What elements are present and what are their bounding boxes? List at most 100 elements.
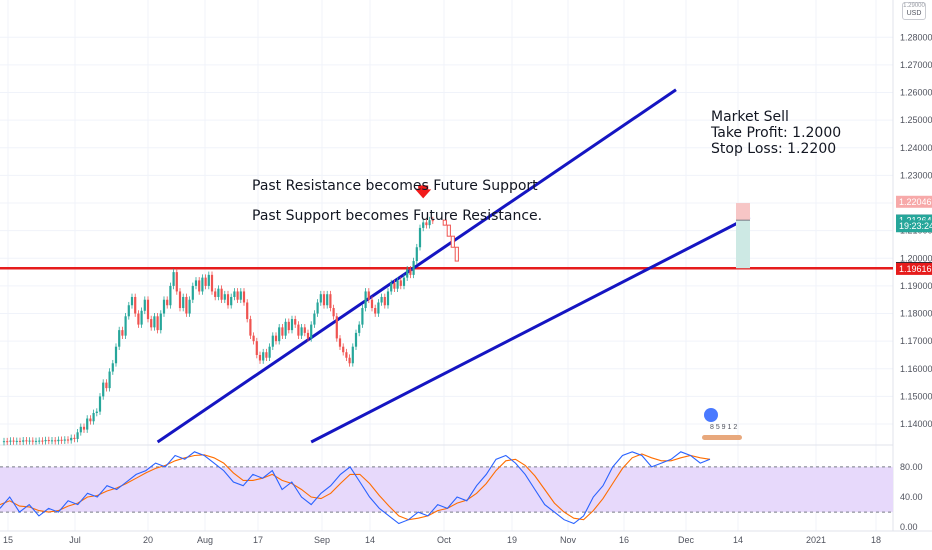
candle-body	[354, 332, 358, 347]
candle-body	[156, 316, 159, 331]
time-tick-label: 18	[871, 535, 881, 545]
price-label-text: 19:23:24	[899, 221, 932, 231]
time-tick-label: 17	[253, 535, 263, 545]
take-profit-zone	[736, 220, 750, 269]
candle-body	[166, 299, 169, 306]
candle-body	[425, 222, 428, 226]
time-tick-label: 2021	[806, 535, 826, 545]
candle-body	[383, 296, 386, 306]
candle-body	[188, 299, 191, 314]
price-tick-label: 1.24000	[900, 143, 932, 153]
candle-body	[431, 220, 434, 222]
sell-arrow-icon	[415, 185, 432, 199]
oscillator-band	[0, 466, 893, 513]
candle-body	[130, 296, 134, 306]
candle-body	[415, 247, 418, 262]
candle-body	[242, 291, 246, 303]
price-tick-label: 1.25000	[900, 115, 932, 125]
candle-body	[169, 285, 172, 306]
currency-top: 1.29000	[903, 3, 925, 9]
candle-body	[361, 308, 364, 325]
trade-direction: Market Sell	[711, 109, 789, 125]
candle-body	[108, 371, 111, 389]
watermark-bar	[702, 435, 742, 440]
stop-loss-text: Stop Loss: 1.2200	[711, 141, 837, 157]
projection-candle	[446, 224, 451, 237]
candle-body	[89, 418, 92, 422]
price-tick-label: 1.14000	[900, 419, 932, 429]
candle-body	[268, 346, 271, 358]
oscillator-tick-label: 40.00	[900, 492, 923, 502]
candle-body	[220, 288, 223, 300]
time-tick-label: Jul	[69, 535, 81, 545]
candle-body	[412, 261, 415, 275]
candle-body	[162, 299, 166, 314]
candle-body	[370, 299, 374, 309]
candle-body	[172, 272, 175, 286]
candle-body	[306, 332, 310, 339]
candle-body	[338, 338, 342, 347]
price-label-box	[896, 220, 932, 233]
candle-body	[127, 305, 130, 317]
candle-body	[50, 440, 54, 442]
grid	[0, 0, 932, 532]
candle-body	[38, 440, 41, 442]
candle-body	[54, 440, 57, 442]
candle-body	[124, 316, 127, 336]
candle-body	[178, 291, 182, 309]
candle-body	[60, 439, 63, 441]
candle-body	[390, 283, 393, 292]
candle-body	[204, 277, 207, 286]
candle-body	[252, 335, 255, 342]
candle-body	[140, 310, 143, 325]
candle-body	[342, 346, 345, 353]
price-labels: 1.220461.213801.2136419:23:241.196461.19…	[896, 195, 932, 275]
candle-body	[146, 299, 150, 320]
candle-body	[326, 294, 329, 306]
time-axis[interactable]: 15 Jul 20 Aug 17 Sep 14 Oct 19 Nov 16 Dec 14 2021 18	[3, 535, 881, 545]
candle-body	[153, 316, 156, 328]
candle-body	[230, 296, 233, 306]
candle-body	[194, 280, 198, 286]
candle-body	[105, 382, 108, 389]
price-tick-label: 1.26000	[900, 88, 932, 98]
candle-body	[380, 296, 383, 303]
candle-body	[335, 316, 338, 339]
trade-overlay	[415, 185, 750, 269]
price-label-box	[896, 262, 932, 275]
currency-badge[interactable]: 1.29000 USD	[902, 2, 926, 20]
price-tick-label: 1.19000	[900, 281, 932, 291]
time-tick-label: Oct	[437, 535, 452, 545]
take-profit-text: Take Profit: 1.2000	[711, 125, 842, 141]
time-tick-label: 14	[733, 535, 743, 545]
candle-body	[66, 439, 70, 441]
time-tick-label: Aug	[197, 535, 213, 545]
candle-body	[236, 291, 239, 300]
oscillator-pane	[0, 451, 893, 525]
candle-body	[28, 440, 31, 442]
candle-body	[114, 346, 118, 364]
candle-body	[18, 440, 22, 442]
price-tick-label: 1.18000	[900, 309, 932, 319]
watermark-circle	[704, 408, 718, 422]
projection-candle	[450, 235, 455, 248]
candle-body	[364, 291, 367, 309]
candle-body	[150, 319, 153, 328]
candle-body	[271, 335, 274, 347]
candle-body	[233, 291, 236, 297]
time-tick-label: Dec	[678, 535, 695, 545]
candle-body	[374, 308, 377, 314]
candle-body	[182, 296, 185, 309]
candle-body	[98, 396, 102, 412]
price-tick-label: 1.17000	[900, 336, 932, 346]
candle-body	[118, 330, 121, 347]
candle-body	[95, 411, 98, 413]
candle-body	[201, 277, 204, 292]
candle-body	[329, 294, 332, 309]
candle-body	[25, 440, 28, 442]
candle-body	[73, 437, 76, 439]
candle-body	[409, 269, 412, 275]
candle-body	[102, 382, 105, 397]
time-tick-label: 19	[507, 535, 517, 545]
